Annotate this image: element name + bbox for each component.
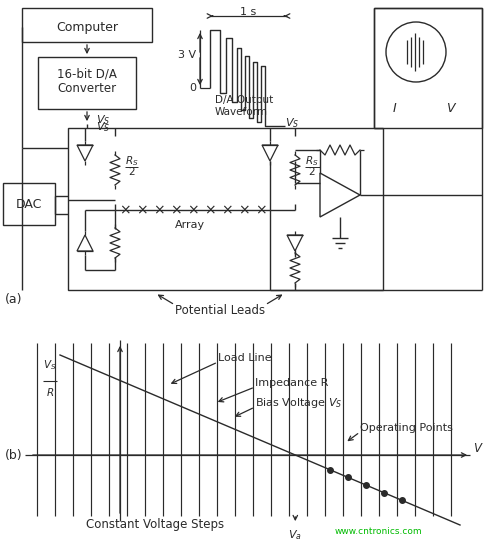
Text: Computer: Computer [56,21,118,33]
Text: $R_S$: $R_S$ [305,154,318,168]
Text: www.cntronics.com: www.cntronics.com [335,527,423,536]
Text: ×: × [170,203,182,217]
Bar [374,8,482,128]
Text: ×: × [238,203,250,217]
Text: 2: 2 [309,167,315,177]
Bar [22,8,152,42]
Text: ×: × [187,203,199,217]
Text: $V_a$: $V_a$ [288,528,302,542]
Text: ×: × [204,203,216,217]
Text: (a): (a) [5,294,22,306]
Text: Operating Points: Operating Points [360,423,453,433]
Text: ×: × [136,203,148,217]
Text: 2: 2 [129,167,135,177]
Text: 3 V: 3 V [178,50,196,60]
Text: $V_S$: $V_S$ [96,113,110,127]
Text: 0: 0 [189,83,196,93]
Bar [68,128,383,290]
Text: $V_S$: $V_S$ [285,116,300,130]
Bar [3,183,55,225]
Text: (b): (b) [5,448,22,461]
Text: V: V [446,102,454,115]
Text: Converter: Converter [57,81,116,94]
Text: Constant Voltage Steps: Constant Voltage Steps [86,518,224,531]
Text: DAC: DAC [16,198,42,211]
Text: Bias Voltage $V_S$: Bias Voltage $V_S$ [255,396,342,410]
Text: $V_S$: $V_S$ [43,359,57,372]
Text: ×: × [153,203,165,217]
Text: Array: Array [175,220,205,230]
Text: Impedance R: Impedance R [255,378,328,388]
Text: 16-bit D/A: 16-bit D/A [57,68,117,80]
Text: ×: × [221,203,233,217]
Text: $V_S$: $V_S$ [96,120,110,134]
Text: 1 s: 1 s [240,7,256,17]
Text: ×: × [255,203,267,217]
Text: D/A Output: D/A Output [215,95,273,105]
Text: $R_S$: $R_S$ [125,154,139,168]
Text: ×: × [119,203,131,217]
Text: Load Line: Load Line [218,353,272,363]
Text: V: V [473,442,481,455]
Text: Potential Leads: Potential Leads [175,304,265,317]
Bar [38,57,136,109]
Text: Waveform: Waveform [215,107,268,117]
Text: I: I [393,102,397,115]
Text: R: R [46,389,54,399]
